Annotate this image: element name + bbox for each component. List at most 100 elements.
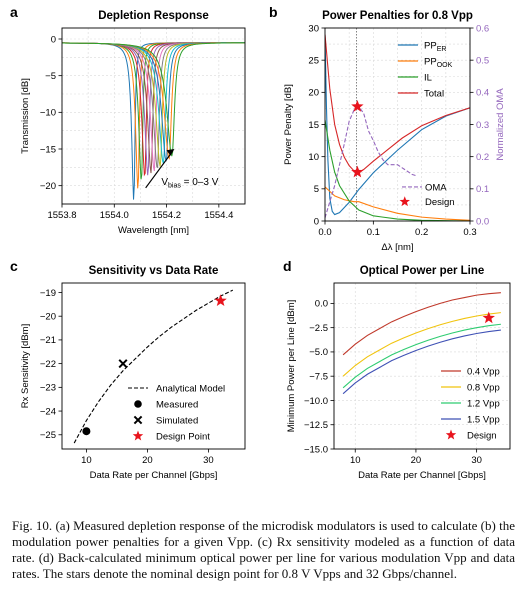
panel-d-x-tick-label: 20: [411, 455, 422, 466]
power-curve-3: [342, 329, 501, 395]
panel-a-y-tick-label: −10: [40, 108, 56, 119]
panel-b-x-tick-label: 0.1: [367, 227, 380, 238]
pp-curve-1: [325, 186, 470, 221]
panel-c-x-tick-label: 10: [81, 455, 92, 466]
legend-label-design: Design: [425, 197, 455, 208]
panel-b-y2-tick-label: 0.2: [476, 152, 489, 163]
simulated-point: [118, 359, 128, 369]
panel-a-frame: [61, 27, 246, 205]
panel-d-y-tick-label: −7.5: [309, 371, 328, 382]
design-star-oma: [351, 99, 364, 112]
panel-c-y-tick-label: −22: [40, 359, 56, 370]
panel-a-y-tick-label: −20: [40, 181, 56, 192]
panel-b-ylabel: Power Penalty [dB]: [283, 84, 294, 165]
resonance-curve-12: [62, 42, 245, 157]
panel-d-x-tick-label: 10: [350, 455, 361, 466]
legend-label-2: Simulated: [156, 416, 198, 427]
figure: a b c d 1553.8 1554.0 1554.2 1554.4 0 −5 −10 −15 −20…: [10, 4, 511, 481]
vbias-annotation: Vbias = 0–3 V: [161, 177, 218, 190]
panel-c-frame: [61, 282, 246, 450]
panel-b-y-tick-label: 20: [308, 88, 319, 99]
panel-b-title: Power Penalties for 0.8 Vpp: [322, 10, 473, 22]
panel-d-y-tick-label: −12.5: [304, 420, 328, 431]
panel-a-x-tick-label: 1554.0: [100, 210, 129, 221]
panel-b-y2-tick-label: 0.4: [476, 88, 489, 99]
legend-label-oma: OMA: [425, 182, 447, 193]
panel-a-y-tick-label: −5: [45, 71, 56, 82]
pp-curve-0: [325, 35, 470, 216]
vbias-arrow-line: [145, 153, 171, 189]
panel-c-y-tick-label: −21: [40, 335, 56, 346]
legend-measured-marker: [134, 400, 142, 408]
panel-label-c: c: [10, 258, 18, 274]
panel-d-xlabel: Data Rate per Channel [Gbps]: [358, 470, 486, 481]
panel-b-y-tick-label: 5: [314, 184, 319, 195]
legend-design-marker: [132, 430, 144, 441]
legend-label-0: PPER: [424, 41, 446, 54]
design-star: [482, 311, 495, 324]
panel-c-y-tick-label: −25: [40, 430, 56, 441]
power-curve-0: [342, 292, 501, 356]
panel-label-b: b: [269, 4, 278, 20]
panel-b-ylabel-right: Normalized OMA: [495, 88, 506, 161]
panel-b-x-tick-label: 0.3: [463, 227, 476, 238]
panel-d-y-tick-label: −2.5: [309, 323, 328, 334]
legend-simulated-marker: [133, 415, 143, 425]
panel-b-y2-tick-label: 0.5: [476, 55, 489, 66]
panel-c-x-tick-label: 30: [203, 455, 214, 466]
panel-b-y-tick-label: 30: [308, 23, 319, 34]
panel-a-ylabel: Transmission [dB]: [20, 78, 31, 154]
panel-d-y-tick-label: −15.0: [304, 444, 328, 455]
panel-c-title: Sensitivity vs Data Rate: [89, 265, 219, 277]
panel-d-title: Optical Power per Line: [360, 265, 485, 277]
panel-c-y-tick-label: −23: [40, 383, 56, 394]
panel-b-y-tick-label: 10: [308, 152, 319, 163]
pp-curve-3: [325, 34, 470, 173]
panel-c-y-tick-label: −20: [40, 312, 56, 323]
analytical-model-curve: [73, 289, 234, 444]
panel-c-y-tick-label: −24: [40, 406, 56, 417]
panel-d-x-tick-label: 30: [471, 455, 482, 466]
panel-d-y-tick-label: 0.0: [315, 299, 328, 310]
panel-d-y-tick-label: −10.0: [304, 396, 328, 407]
measured-point: [82, 427, 91, 436]
legend-design-marker: [445, 429, 457, 440]
legend-label-2: 1.2 Vpp: [467, 399, 500, 410]
vbias-arrow-head: [166, 149, 175, 156]
panel-b-y2-tick-label: 0.3: [476, 120, 489, 131]
panel-b-y-tick-label: 25: [308, 55, 319, 66]
legend-label-0: 0.4 Vpp: [467, 367, 500, 378]
panel-c-ylabel: Rx Sensitivity [dBm]: [20, 324, 31, 408]
panel-label-d: d: [283, 258, 292, 274]
panel-d-ylabel: Minimum Power per Line [dBm]: [286, 300, 297, 433]
power-curve-2: [342, 323, 501, 389]
legend-label-3: 1.5 Vpp: [467, 415, 500, 426]
panel-a-x-tick-label: 1554.4: [204, 210, 233, 221]
panel-b-y-tick-label: 0: [314, 216, 319, 227]
panel-b-x-tick-label: 0.2: [415, 227, 428, 238]
legend-label-1: 0.8 Vpp: [467, 383, 500, 394]
legend-label-0: Analytical Model: [156, 384, 225, 395]
panel-b-x-tick-label: 0.0: [318, 227, 331, 238]
panel-c-x-tick-label: 20: [142, 455, 153, 466]
panel-a-x-tick-label: 1553.8: [47, 210, 76, 221]
design-star-legend: [399, 196, 410, 207]
panel-a-y-tick-label: 0: [51, 34, 56, 45]
panel-a-x-tick-label: 1554.2: [152, 210, 181, 221]
panel-b-y2-tick-label: 0.6: [476, 23, 489, 34]
legend-label-3: Design Point: [156, 432, 210, 443]
figure-caption: Fig. 10. (a) Measured depletion response…: [12, 518, 515, 581]
panel-b-y2-tick-label: 0.1: [476, 184, 489, 195]
panel-c-y-tick-label: −19: [40, 288, 56, 299]
panel-c-xlabel: Data Rate per Channel [Gbps]: [90, 470, 218, 481]
panel-b-y-tick-label: 15: [308, 120, 319, 131]
design-star-total: [351, 165, 364, 178]
legend-label-1: Measured: [156, 400, 198, 411]
panel-a-y-tick-label: −15: [40, 144, 56, 155]
power-curve-1: [342, 312, 501, 377]
pp-curve-2: [325, 119, 470, 221]
design-point-star: [214, 294, 227, 307]
panel-b-y2-tick-label: 0.0: [476, 216, 489, 227]
panel-a-title: Depletion Response: [98, 10, 209, 22]
panel-b-xlabel: Δλ [nm]: [381, 242, 413, 253]
